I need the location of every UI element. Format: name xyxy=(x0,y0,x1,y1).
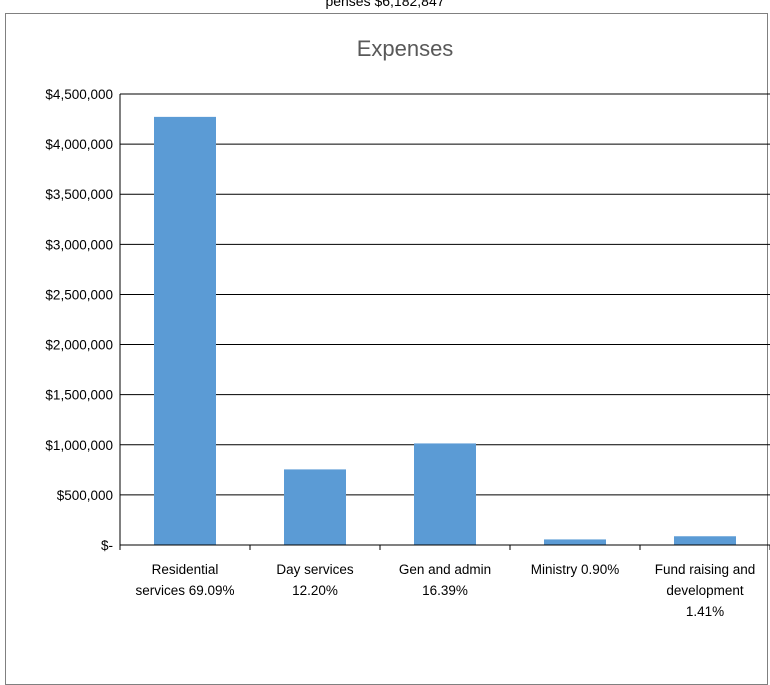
x-category-label: Ministry 0.90% xyxy=(531,562,620,577)
bar xyxy=(544,539,606,545)
y-tick-label: $1,000,000 xyxy=(45,438,113,453)
y-tick-label: $3,000,000 xyxy=(45,237,113,252)
y-tick-label: $3,500,000 xyxy=(45,187,113,202)
x-category-label: Fund raising and development 1.41% xyxy=(655,562,756,619)
bars xyxy=(154,116,736,546)
x-axis-category-labels: Residential services 69.09% Day services 12… xyxy=(135,562,755,619)
y-tick-label: $- xyxy=(101,538,113,553)
bar xyxy=(284,469,346,545)
chart-title: Expenses xyxy=(357,36,454,61)
bar xyxy=(414,443,476,545)
x-category-label: Gen and admin 16.39% xyxy=(399,562,491,598)
y-tick-label: $4,500,000 xyxy=(45,87,113,102)
x-category-label: Day services 12.20% xyxy=(276,562,354,598)
y-tick-label: $2,000,000 xyxy=(45,338,113,353)
y-tick-label: $1,500,000 xyxy=(45,388,113,403)
x-category-label: Residential services 69.09% xyxy=(135,562,234,598)
clipped-header-text: penses $6,182,847 xyxy=(325,0,445,9)
bar xyxy=(154,116,216,546)
bar xyxy=(674,536,736,545)
y-tick-label: $2,500,000 xyxy=(45,287,113,302)
y-tick-label: $4,000,000 xyxy=(45,137,113,152)
chart-frame xyxy=(5,13,768,685)
gridlines xyxy=(120,93,770,496)
y-tick-label: $500,000 xyxy=(57,488,113,503)
y-axis-tick-labels: $- $500,000 $1,000,000 $1,500,000 $2,000,000… xyxy=(45,87,113,553)
x-axis xyxy=(119,94,770,550)
